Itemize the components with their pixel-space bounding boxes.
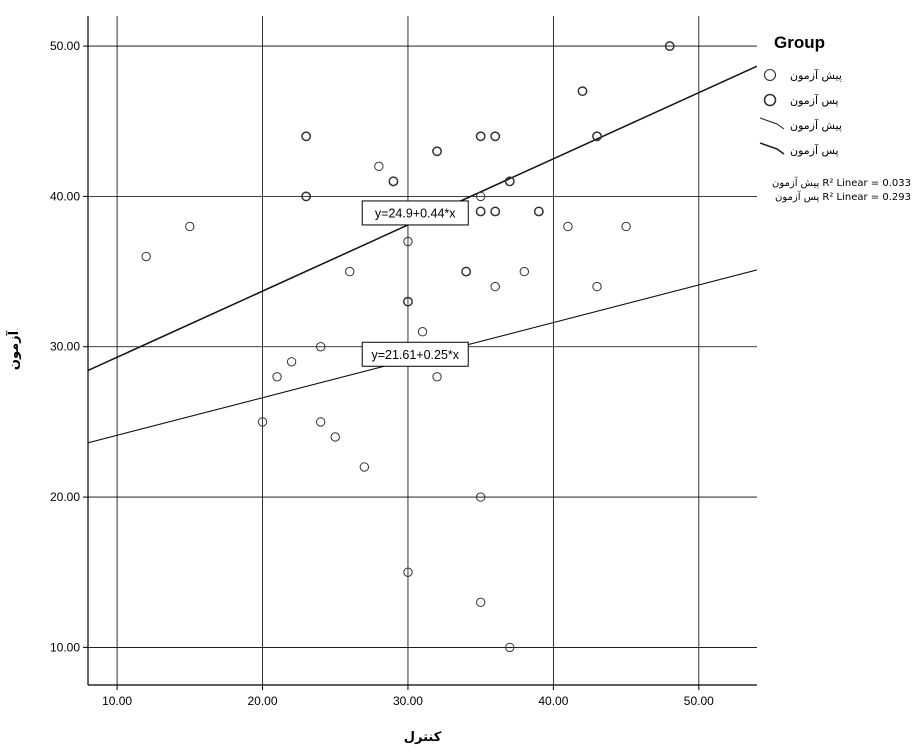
- fit-equation-text: y=21.61+0.25*x: [371, 348, 459, 362]
- data-point-1: [475, 206, 486, 217]
- fit-equation-0: y=24.9+0.44*x: [361, 200, 469, 226]
- data-point-1: [533, 206, 544, 217]
- data-point-0: [563, 221, 573, 232]
- data-point-1: [461, 266, 472, 277]
- data-point-0: [315, 417, 326, 427]
- x-axis-label: کنترل: [404, 730, 442, 745]
- data-point-0: [403, 567, 413, 577]
- data-point-0: [374, 161, 384, 172]
- fit-equation-labels: y=24.9+0.44*x y=21.61+0.25*x: [361, 200, 469, 367]
- y-tick-label: 40.00: [50, 189, 80, 203]
- x-tick-label: 20.00: [248, 694, 278, 708]
- data-point-0: [403, 236, 413, 247]
- data-point-1: [490, 131, 501, 142]
- data-point-1: [490, 206, 501, 217]
- data-point-1: [432, 146, 442, 157]
- fit-equation-box: [361, 200, 469, 226]
- data-point-1: [475, 131, 486, 142]
- data-point-1: [388, 176, 399, 187]
- data-point-0: [505, 642, 515, 653]
- data-point-0: [272, 372, 282, 382]
- fit-equation-1: y=21.61+0.25*x: [361, 341, 469, 367]
- x-tick-label: 10.00: [102, 694, 132, 708]
- x-tick-label: 40.00: [538, 694, 568, 708]
- fit-equation-box: [361, 341, 469, 367]
- y-tick-label: 20.00: [50, 490, 80, 504]
- y-axis-label: آزمون: [5, 330, 22, 370]
- data-point-0: [432, 372, 442, 382]
- legend-title: Group: [774, 33, 825, 52]
- data-point-0: [417, 327, 428, 337]
- y-tick-label: 10.00: [50, 640, 80, 654]
- legend: Group پیش آزمون پس آزمون پیش آزمون پس آزمون پ…: [759, 33, 911, 203]
- data-point-1: [592, 131, 602, 142]
- fit-equation-text: y=24.9+0.44*x: [375, 206, 456, 220]
- data-point-1: [301, 191, 312, 202]
- data-point-0: [475, 597, 486, 608]
- data-point-0: [475, 191, 486, 202]
- x-tick-label: 50.00: [684, 694, 714, 708]
- data-points: [141, 41, 675, 653]
- data-point-1: [301, 131, 312, 142]
- data-point-0: [519, 266, 530, 277]
- data-point-0: [330, 432, 340, 442]
- data-point-1: [504, 176, 515, 187]
- grid-lines: [88, 16, 757, 685]
- legend-marker-icon: [763, 93, 777, 107]
- data-point-0: [315, 342, 326, 352]
- legend-entry-label: پیش آزمون: [790, 68, 842, 82]
- data-point-0: [345, 266, 355, 277]
- y-tick-label: 30.00: [50, 340, 80, 354]
- fit-lines: [88, 65, 757, 444]
- data-point-0: [286, 357, 297, 367]
- data-point-1: [664, 41, 675, 52]
- axes: 10.00 20.00 30.00 40.00 50.00 10.00 20.00 30.00…: [5, 16, 757, 745]
- data-point-0: [185, 221, 195, 232]
- data-point-0: [490, 281, 500, 292]
- data-point-1: [577, 86, 588, 97]
- legend-line-icon: [759, 117, 785, 130]
- data-point-0: [475, 492, 486, 502]
- legend-line-icon: [759, 142, 785, 155]
- r2-label: پس آزمون R² Linear = 0.293: [775, 190, 911, 203]
- data-point-0: [257, 417, 268, 427]
- legend-entry-label: پس آزمون: [790, 93, 839, 107]
- data-point-0: [359, 462, 370, 472]
- y-tick-label: 50.00: [50, 39, 80, 53]
- legend-entry-label: پیش آزمون: [790, 118, 842, 132]
- legend-marker-icon: [763, 68, 777, 82]
- x-tick-label: 30.00: [393, 694, 423, 708]
- data-point-0: [141, 251, 151, 262]
- data-point-0: [592, 281, 602, 292]
- r2-label: پیش آزمون R² Linear = 0.033: [772, 176, 911, 189]
- data-point-0: [621, 221, 631, 232]
- data-point-1: [403, 296, 413, 307]
- legend-entry-label: پس آزمون: [790, 143, 839, 157]
